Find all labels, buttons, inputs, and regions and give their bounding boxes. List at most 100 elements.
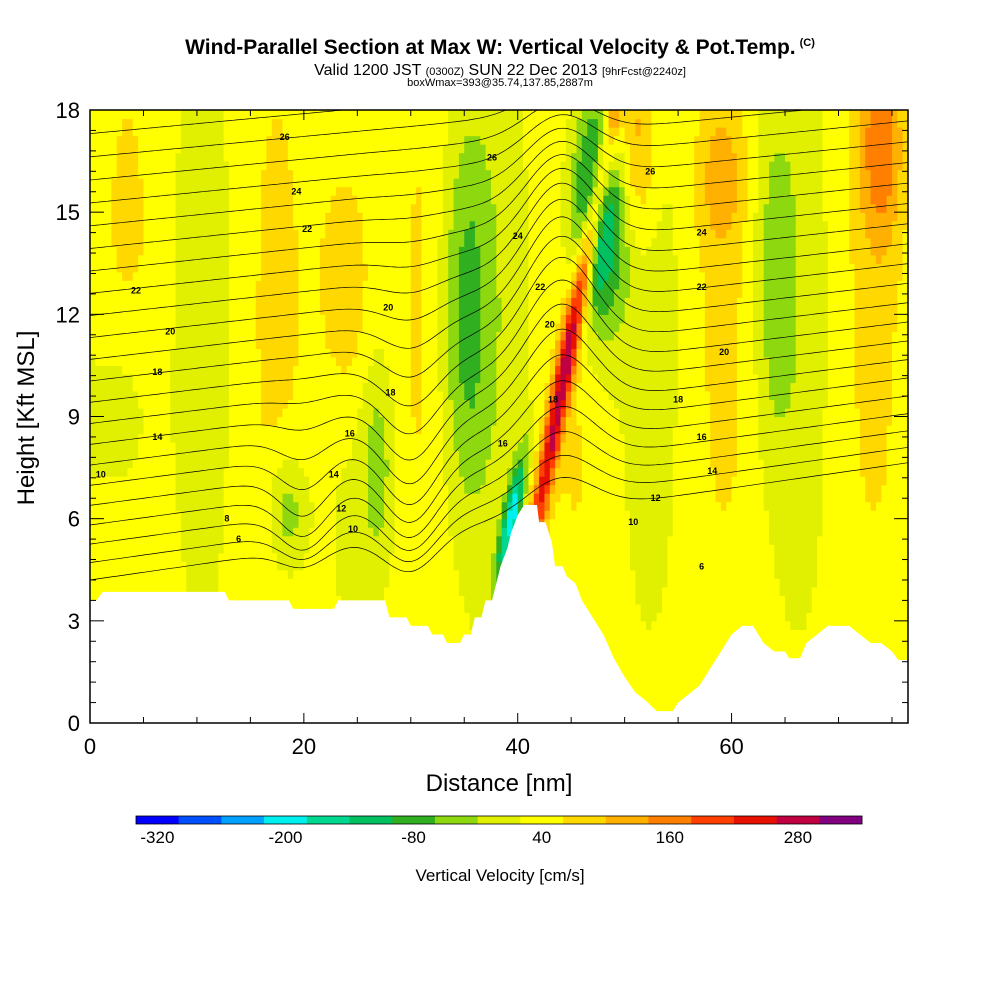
colorbar: -320 -200 -80 40 160 280 bbox=[135, 815, 863, 847]
colorbar-swatch bbox=[349, 816, 393, 824]
colorbar-swatch bbox=[819, 816, 863, 824]
x-tick-label: 40 bbox=[505, 734, 529, 759]
colorbar-swatch bbox=[221, 816, 265, 824]
theta-contour bbox=[90, 114, 908, 204]
colorbar-swatch bbox=[563, 816, 607, 824]
theta-contours bbox=[90, 0, 908, 581]
colorbar-tick-label: 40 bbox=[532, 828, 551, 847]
terrain bbox=[90, 505, 908, 723]
theta-contour bbox=[90, 0, 908, 63]
theta-contour bbox=[90, 216, 908, 360]
theta-contour-label: 18 bbox=[152, 367, 162, 377]
theta-contour-label: 6 bbox=[699, 561, 704, 571]
theta-contour bbox=[90, 110, 348, 134]
theta-contour-label: 16 bbox=[345, 429, 355, 439]
colorbar-swatch bbox=[733, 816, 777, 824]
theta-contour-label: 20 bbox=[165, 326, 175, 336]
colorbar-swatch bbox=[264, 816, 308, 824]
y-tick-label: 12 bbox=[56, 302, 80, 327]
colorbar-label: Vertical Velocity [cm/s] bbox=[415, 866, 584, 885]
theta-contour-label: 26 bbox=[645, 166, 655, 176]
theta-contour-label: 20 bbox=[383, 303, 393, 313]
theta-contour-label: 6 bbox=[236, 534, 241, 544]
theta-contour-label: 22 bbox=[131, 286, 141, 296]
colorbar-swatch bbox=[520, 816, 564, 824]
theta-contour-label: 20 bbox=[545, 320, 555, 330]
theta-contour bbox=[90, 141, 908, 249]
theta-contour-label: 10 bbox=[348, 524, 358, 534]
x-axis-label: Distance [nm] bbox=[426, 770, 573, 797]
theta-contour bbox=[90, 110, 97, 111]
theta-contour-label: 22 bbox=[302, 224, 312, 234]
theta-contour bbox=[90, 328, 908, 485]
theta-contour bbox=[90, 127, 908, 227]
chart-title: Wind-Parallel Section at Max W: Vertical… bbox=[0, 36, 1000, 60]
colorbar-swatch bbox=[605, 816, 649, 824]
theta-contour bbox=[90, 198, 908, 338]
theta-contour-label: 16 bbox=[697, 432, 707, 442]
box-wmax-line: boxWmax=393@35.74,137.85,2887m bbox=[407, 77, 593, 89]
theta-contour-label: 24 bbox=[291, 187, 301, 197]
colorbar-swatch bbox=[776, 816, 820, 824]
colorbar-swatch bbox=[392, 816, 436, 824]
theta-contour bbox=[90, 446, 908, 563]
y-tick-label: 18 bbox=[56, 98, 80, 123]
colorbar-tick-label: -320 bbox=[140, 828, 174, 847]
theta-contour-label: 10 bbox=[96, 469, 106, 479]
x-tick-label: 60 bbox=[719, 734, 743, 759]
x-tick-label: 0 bbox=[84, 734, 96, 759]
theta-contour-label: 14 bbox=[152, 432, 162, 442]
theta-contour bbox=[90, 14, 908, 86]
valid-time-line: Valid 1200 JST (0300Z) SUN 22 Dec 2013 [… bbox=[0, 62, 1000, 80]
valid-time-a: Valid 1200 JST bbox=[314, 62, 422, 79]
theta-contour-label: 22 bbox=[697, 282, 707, 292]
theta-contour-label: 20 bbox=[719, 347, 729, 357]
y-tick-label: 6 bbox=[68, 507, 80, 532]
theta-contour bbox=[90, 235, 908, 382]
colorbar-tick-label: -200 bbox=[268, 828, 302, 847]
theta-contour bbox=[90, 430, 908, 551]
theta-contour-label: 26 bbox=[487, 153, 497, 163]
y-tick-label: 3 bbox=[68, 609, 80, 634]
theta-contour bbox=[90, 405, 908, 538]
colorbar-tick-label: 160 bbox=[656, 828, 684, 847]
theta-contour bbox=[90, 154, 908, 272]
theta-contour-label: 24 bbox=[513, 231, 523, 241]
chart-title-text: Wind-Parallel Section at Max W: Vertical… bbox=[185, 36, 796, 59]
colorbar-swatch bbox=[306, 816, 350, 824]
theta-contour-label: 22 bbox=[535, 282, 545, 292]
theta-contour-label: 18 bbox=[673, 395, 683, 405]
valid-time-c: SUN 22 Dec 2013 bbox=[468, 62, 598, 79]
theta-contour bbox=[90, 182, 908, 316]
colorbar-swatch bbox=[648, 816, 692, 824]
chart-title-unit: (C) bbox=[799, 37, 815, 49]
theta-contour bbox=[90, 110, 507, 158]
theta-contour-label: 24 bbox=[697, 228, 707, 238]
colorbar-tick-label: 280 bbox=[784, 828, 812, 847]
colorbar-swatch bbox=[178, 816, 222, 824]
y-tick-label: 0 bbox=[68, 711, 80, 736]
plot-area: 2624222220181410861614121020182624222018… bbox=[90, 0, 908, 723]
theta-contour-label: 8 bbox=[224, 514, 229, 524]
theta-contour bbox=[90, 0, 908, 15]
theta-contour bbox=[90, 110, 809, 181]
theta-contour-label: 14 bbox=[329, 469, 339, 479]
theta-contour bbox=[90, 168, 908, 294]
colorbar-swatch bbox=[477, 816, 521, 824]
theta-contour bbox=[90, 354, 908, 505]
theta-contour-label: 12 bbox=[651, 493, 661, 503]
theta-labels: 2624222220181410861614121020182624222018… bbox=[96, 132, 729, 571]
theta-contour bbox=[90, 303, 908, 461]
theta-contour bbox=[90, 462, 908, 581]
theta-contour-label: 18 bbox=[385, 388, 395, 398]
theta-contour-label: 26 bbox=[280, 132, 290, 142]
theta-contour-label: 16 bbox=[498, 439, 508, 449]
valid-time-d: [9hrFcst@2240z] bbox=[601, 66, 686, 78]
theta-contour-label: 18 bbox=[548, 395, 558, 405]
y-tick-label: 15 bbox=[56, 200, 80, 225]
theta-contour-label: 14 bbox=[707, 466, 717, 476]
colorbar-swatch bbox=[136, 816, 180, 824]
axes: 0 20 40 60 0 3 6 9 12 15 18 bbox=[56, 98, 909, 759]
colorbar-frame bbox=[135, 815, 863, 825]
